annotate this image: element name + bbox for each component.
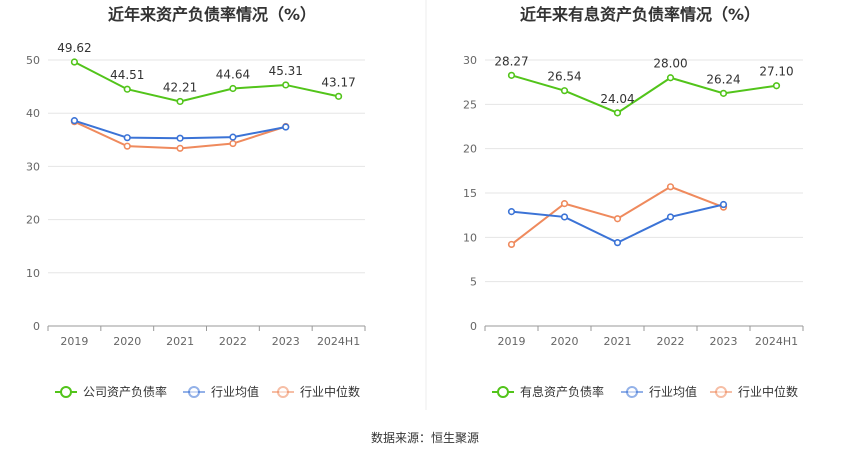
legend-item[interactable]: 行业中位数 [710, 384, 798, 399]
data-point [719, 200, 728, 209]
data-point [666, 183, 675, 191]
x-tick-label: 2022 [657, 335, 685, 348]
data-label: 26.24 [706, 72, 740, 86]
y-tick-label: 0 [470, 320, 477, 333]
x-tick-label: 2024H1 [755, 335, 798, 348]
data-point [613, 215, 622, 223]
x-tick-label: 2020 [551, 335, 579, 348]
x-tick-label: 2019 [498, 335, 526, 348]
data-label: 45.31 [269, 64, 303, 78]
data-point [229, 139, 237, 148]
legend-label: 行业均值 [649, 384, 697, 399]
data-point [123, 142, 131, 150]
data-point [613, 239, 622, 247]
x-tick-label: 2023 [272, 335, 300, 348]
data-point [176, 97, 184, 106]
legend-item[interactable]: 行业均值 [183, 384, 259, 399]
legend-item[interactable]: 有息资产负债率 [492, 384, 604, 399]
y-tick-label: 5 [470, 276, 477, 289]
data-point [123, 134, 131, 142]
legend-label: 有息资产负债率 [520, 384, 604, 399]
data-point [229, 84, 237, 93]
data-label: 42.21 [163, 80, 197, 94]
data-point [282, 81, 290, 89]
data-label: 28.00 [653, 57, 687, 71]
data-label: 28.27 [494, 54, 528, 68]
x-tick-label: 2021 [166, 335, 194, 348]
data-point [70, 117, 79, 125]
data-point [507, 208, 516, 216]
x-tick-label: 2024H1 [317, 335, 360, 348]
data-point [560, 87, 569, 95]
y-tick-label: 20 [463, 143, 477, 156]
x-tick-label: 2022 [219, 335, 247, 348]
legend-item[interactable]: 行业均值 [621, 384, 697, 399]
data-point [176, 144, 184, 152]
data-point [560, 200, 569, 208]
data-point [334, 92, 343, 100]
data-point [772, 82, 781, 90]
data-point [666, 74, 675, 82]
data-point [507, 240, 516, 249]
data-label: 49.62 [57, 41, 91, 55]
y-tick-label: 50 [26, 54, 40, 67]
chart-interest-debt-ratio: 近年来有息资产负债率情况（%） 0 5 10 15 20 25 30 2019 2020 2021 2… [463, 5, 804, 399]
data-point [229, 133, 237, 141]
x-tick-label: 2019 [60, 335, 88, 348]
data-label: 44.51 [110, 68, 144, 82]
legend-label: 行业中位数 [300, 384, 360, 399]
data-point [560, 213, 569, 221]
y-tick-label: 15 [463, 187, 477, 200]
series-line [511, 74, 777, 114]
data-label: 24.04 [600, 92, 634, 106]
y-tick-label: 0 [33, 320, 40, 333]
data-point [123, 85, 131, 93]
data-label: 27.10 [759, 65, 793, 79]
data-label: 43.17 [321, 75, 355, 89]
x-tick-label: 2020 [113, 335, 141, 348]
data-point [719, 89, 728, 97]
data-point [282, 123, 290, 131]
y-tick-label: 10 [463, 231, 477, 244]
y-tick-label: 30 [463, 54, 477, 67]
data-point [666, 213, 675, 221]
source-label: 数据来源：恒生聚源 [371, 430, 479, 445]
legend-marker-icon [277, 386, 289, 398]
legend-label: 行业均值 [211, 384, 259, 399]
legend-marker-icon [60, 386, 72, 398]
legend-marker-icon [188, 386, 200, 398]
legend-marker-icon [626, 386, 638, 398]
y-tick-label: 30 [26, 160, 40, 173]
x-tick-label: 2021 [604, 335, 632, 348]
data-point [613, 109, 622, 117]
y-tick-label: 25 [463, 98, 477, 111]
chart-debt-ratio: 近年来资产负债率情况（%） 0 10 20 30 40 50 2019 2020 2021 2022… [26, 5, 366, 399]
legend-marker-icon [497, 386, 509, 398]
legend-label: 公司资产负债率 [83, 384, 167, 399]
data-label: 26.54 [547, 70, 581, 84]
data-point [176, 134, 184, 142]
chart-title: 近年来有息资产负债率情况（%） [520, 5, 760, 24]
data-point [70, 58, 79, 66]
y-tick-label: 10 [26, 267, 40, 280]
x-tick-label: 2023 [710, 335, 738, 348]
data-point [507, 71, 516, 79]
y-tick-label: 20 [26, 214, 40, 227]
legend-item[interactable]: 行业中位数 [272, 384, 360, 399]
legend-label: 行业中位数 [738, 384, 798, 399]
y-tick-label: 40 [26, 107, 40, 120]
legend-marker-icon [715, 386, 727, 398]
series-line [73, 61, 339, 103]
chart-title: 近年来资产负债率情况（%） [108, 5, 316, 24]
data-label: 44.64 [216, 68, 250, 82]
legend-item[interactable]: 公司资产负债率 [55, 384, 167, 399]
